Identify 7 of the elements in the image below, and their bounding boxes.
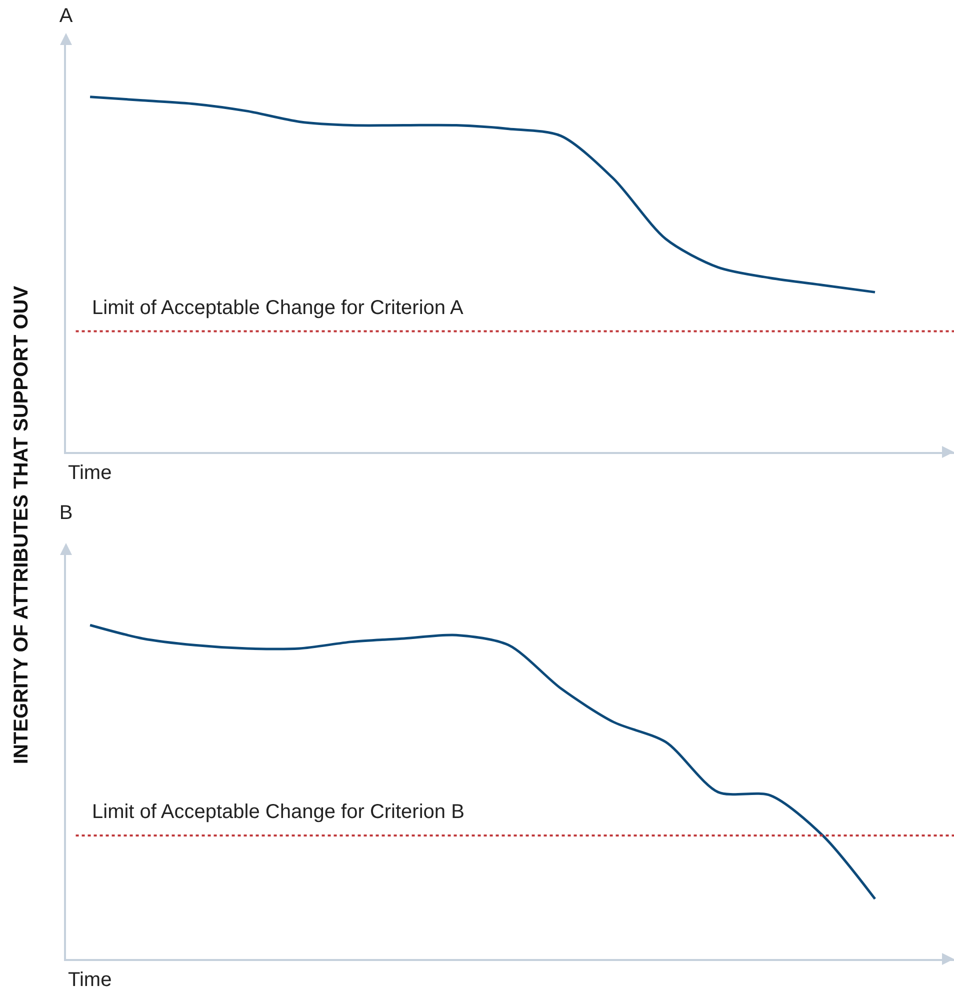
- ref-line-label: Limit of Acceptable Change for Criterion A: [92, 297, 464, 319]
- chart-title: A: [59, 5, 74, 27]
- chart-title: B: [59, 502, 73, 524]
- ref-line-label: Limit of Acceptable Change for Criterion B: [92, 801, 464, 823]
- y-axis-title: INTEGRITY OF ATTRIBUTES THAT SUPPORT OUV: [10, 286, 34, 764]
- x-axis-title: Time: [68, 969, 112, 991]
- x-axis-title: Time: [68, 462, 112, 484]
